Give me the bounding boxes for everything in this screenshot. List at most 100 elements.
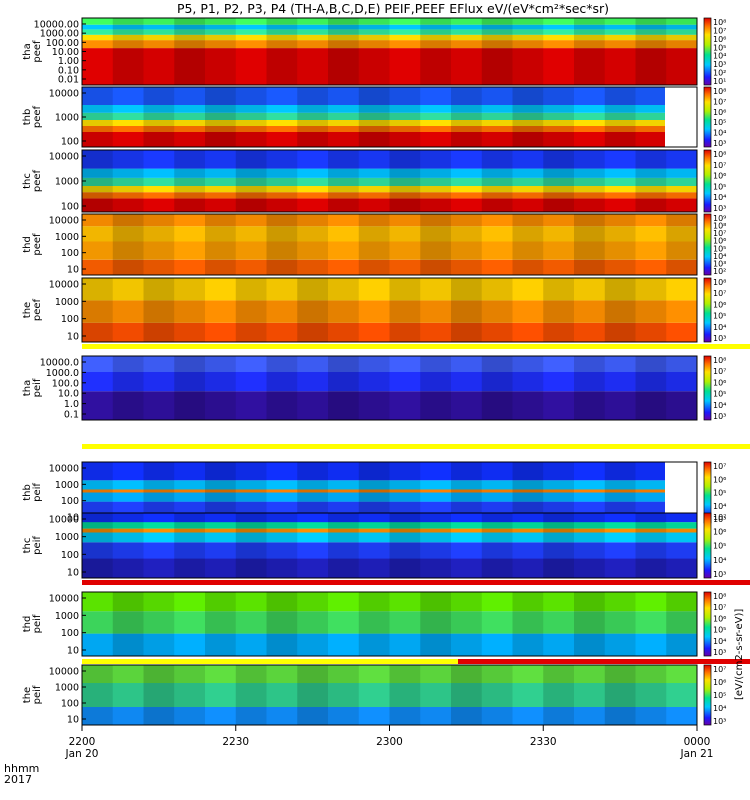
time-block: [143, 18, 175, 85]
colorbar: [703, 213, 712, 276]
time-block: [174, 18, 205, 85]
colorbar-tick-label: 10⁸: [713, 278, 726, 287]
colorbar-tick-label: 10²: [713, 69, 726, 78]
panel-ylabel: peef: [32, 169, 43, 192]
colorbar-tick-label: 10⁵: [713, 118, 726, 127]
y-tick-label: 1000: [55, 113, 79, 124]
flag-bar-yellow: [82, 344, 750, 349]
time-block: [451, 356, 482, 420]
heatmap-band: [82, 528, 697, 533]
time-block: [112, 592, 144, 656]
y-tick-label: 10000: [49, 280, 79, 291]
heatmap-band: [82, 18, 697, 25]
colorbar: [703, 277, 712, 343]
time-block: [574, 214, 605, 275]
flag-bar-red: [458, 659, 750, 664]
time-block: [635, 278, 667, 342]
time-block: [297, 18, 328, 85]
y-tick-label: 100: [61, 496, 79, 507]
time-block: [543, 665, 574, 725]
time-block: [389, 278, 421, 342]
colorbar-tick-label: 10⁴: [713, 52, 726, 61]
colorbar-tick-label: 10⁶: [713, 378, 726, 387]
time-block: [82, 278, 113, 342]
colorbar-tick-label: 10³: [713, 717, 726, 726]
colorbar-tick-label: 10⁷: [713, 603, 726, 612]
time-block: [235, 513, 267, 578]
colorbar: [703, 664, 712, 726]
time-block: [358, 513, 390, 578]
time-block: [235, 592, 267, 656]
time-block: [481, 356, 513, 420]
colorbar-tick-label: 10⁸: [713, 222, 726, 231]
time-block: [82, 87, 113, 147]
x-tick-label: 0000: [684, 736, 711, 748]
heatmap-band: [82, 226, 697, 242]
time-block: [358, 18, 390, 85]
heatmap-band: [82, 105, 697, 113]
y-tick-label: 10: [67, 646, 79, 657]
heatmap-band: [82, 558, 697, 578]
time-block: [635, 150, 667, 212]
colorbar-tick-label: 10⁸: [713, 150, 726, 159]
time-block: [266, 592, 298, 656]
time-block: [82, 150, 113, 212]
y-tick-label: 1.0: [64, 399, 79, 410]
panel-ylabel: peif: [32, 378, 43, 397]
time-block: [328, 665, 359, 725]
heatmap-band: [82, 300, 697, 323]
time-block: [635, 665, 667, 725]
colorbar-tick-label: 10⁶: [713, 678, 726, 687]
heatmap-band: [82, 87, 697, 105]
colorbar: [703, 149, 712, 213]
colorbar-tick-label: 10⁶: [713, 172, 726, 181]
time-block: [143, 278, 175, 342]
panel-ylabel: peef: [32, 298, 43, 321]
time-block: [205, 592, 236, 656]
time-block: [174, 665, 205, 725]
colorbar-tick-label: 10⁹: [713, 214, 726, 223]
time-block: [512, 592, 544, 656]
colorbar-tick-label: 10⁷: [713, 367, 726, 376]
panel-ylabel: tha: [22, 380, 33, 396]
time-block: [143, 87, 175, 147]
time-block: [635, 18, 667, 85]
heatmap-band: [82, 214, 697, 227]
heatmap-band: [82, 522, 697, 529]
time-block: [205, 214, 236, 275]
heatmap-band: [82, 177, 697, 186]
panel-the-peef: 10000 1000 100 10 the peef 10⁸ 10⁷ 10⁶ 10⁵ 10⁴ 10³: [22, 277, 750, 349]
colorbar-tick-label: 10⁶: [713, 475, 726, 484]
time-block: [174, 278, 205, 342]
heatmap-band: [82, 241, 697, 260]
time-block: [328, 356, 359, 420]
y-tick-label: 10000: [49, 152, 79, 163]
heatmap-band: [82, 665, 697, 683]
time-block: [420, 592, 451, 656]
y-tick-label: 10: [67, 513, 79, 524]
colorbar-tick-label: 10⁶: [713, 108, 726, 117]
heatmap-band: [82, 492, 697, 502]
time-block: [451, 278, 482, 342]
colorbar-tick-label: 10⁶: [713, 35, 726, 44]
x-tick-date-label: Jan 21: [680, 748, 714, 760]
colorbar-tick-label: 10⁶: [713, 614, 726, 623]
time-block: [666, 150, 697, 212]
heatmap-band: [82, 372, 697, 392]
panel-frame: [81, 591, 698, 657]
colorbar-tick-label: 10³: [713, 515, 726, 524]
time-block: [358, 356, 390, 420]
heatmap-band: [82, 707, 697, 725]
colorbar-tick-label: 10⁴: [713, 193, 726, 202]
y-tick-label: 100: [61, 137, 79, 148]
no-data-gap: [665, 87, 697, 147]
year-row-label: 2017: [4, 773, 32, 786]
time-block: [143, 356, 175, 420]
time-block: [420, 665, 451, 725]
time-block: [543, 278, 574, 342]
time-block: [389, 87, 421, 147]
panel-ylabel: peif: [32, 536, 43, 555]
colorbar: [703, 591, 712, 657]
heatmap-band: [82, 356, 697, 372]
time-block: [328, 18, 359, 85]
